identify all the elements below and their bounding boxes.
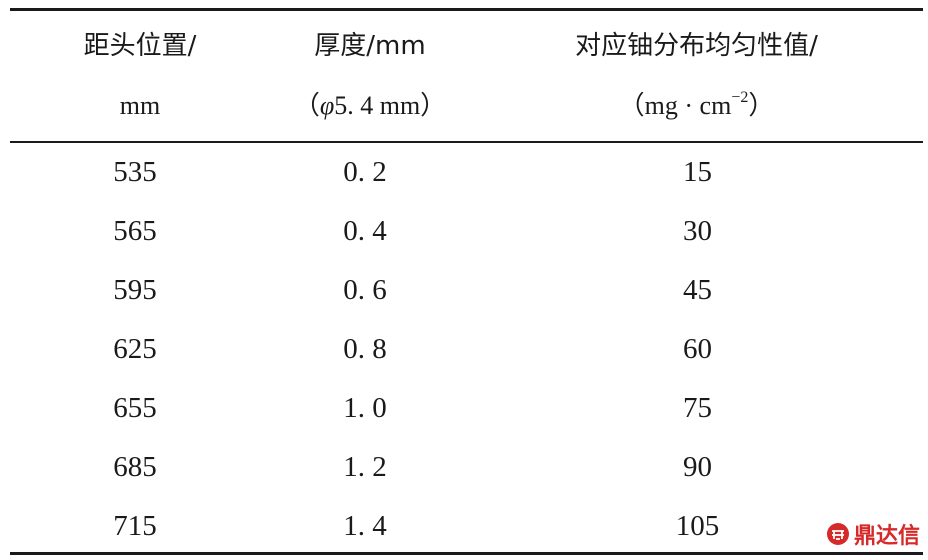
- cell-position: 595: [113, 274, 157, 306]
- cell-uniformity: 75: [683, 392, 712, 424]
- table-row: 565 0. 4 30: [10, 202, 923, 261]
- table-bottom-rule: [10, 552, 923, 555]
- cell-uniformity: 105: [675, 510, 720, 542]
- cell-thickness: 0. 4: [343, 215, 387, 247]
- cell-uniformity: 90: [683, 451, 712, 483]
- cell-position: 715: [113, 510, 157, 542]
- cell-thickness: 0. 6: [343, 274, 387, 306]
- cell-position: 535: [113, 156, 157, 188]
- cell-thickness: 0. 2: [343, 156, 387, 188]
- table-row: 535 0. 2 15: [10, 143, 923, 202]
- cell-uniformity: 60: [683, 333, 712, 365]
- cell-thickness: 1. 2: [343, 451, 387, 483]
- cell-uniformity: 45: [683, 274, 712, 306]
- cell-position: 655: [113, 392, 157, 424]
- header-uniformity-exponent: −2: [731, 89, 749, 106]
- header-position-line2: mm: [119, 91, 161, 120]
- cell-position: 565: [113, 215, 157, 247]
- table-header-rule: [10, 141, 923, 143]
- table-body: 535 0. 2 15 565 0. 4 30 595 0. 6 45 625 0. 8 60 655 1…: [10, 143, 923, 556]
- cell-uniformity: 15: [683, 156, 712, 188]
- cell-uniformity: 30: [683, 215, 712, 247]
- table-row: 595 0. 6 45: [10, 261, 923, 320]
- header-uniformity-line1: 对应铀分布均匀性值/: [575, 31, 818, 61]
- header-uniformity-line2: （mg · cm−2）: [470, 88, 923, 124]
- header-thickness-close-paren: ）: [420, 91, 447, 120]
- cell-thickness: 1. 0: [343, 392, 387, 424]
- header-thickness-phi-symbol: φ: [319, 91, 335, 120]
- header-position: 距头位置/ mm: [10, 8, 270, 141]
- cell-thickness: 0. 8: [343, 333, 387, 365]
- watermark-text: 鼎达信: [853, 524, 920, 549]
- header-thickness-open-paren: （: [293, 91, 320, 120]
- table-top-rule: [10, 8, 923, 11]
- header-position-line1: 距头位置/: [83, 31, 197, 61]
- header-uniformity: 对应铀分布均匀性值/ （mg · cm−2）: [470, 8, 923, 141]
- header-uniformity-unit: （mg · cm: [618, 91, 732, 120]
- header-thickness-line1: 厚度/mm: [314, 31, 426, 61]
- table-row: 625 0. 8 60: [10, 320, 923, 379]
- cell-thickness: 1. 4: [343, 510, 387, 542]
- table-row: 655 1. 0 75: [10, 379, 923, 438]
- cell-position: 685: [113, 451, 157, 483]
- header-uniformity-close-paren: ）: [748, 91, 775, 120]
- table-row: 715 1. 4 105: [10, 497, 923, 556]
- header-thickness-line2: （φ5. 4 mm）: [270, 88, 470, 124]
- dingdaxin-logo-icon: [826, 523, 849, 545]
- header-thickness-diameter: 5. 4 mm: [334, 91, 421, 120]
- watermark: 鼎达信: [826, 518, 920, 550]
- header-thickness: 厚度/mm （φ5. 4 mm）: [270, 8, 470, 141]
- data-table: 距头位置/ mm 厚度/mm （φ5. 4 mm） 对应铀分布均匀性值/ （mg…: [10, 8, 923, 556]
- table-row: 685 1. 2 90: [10, 438, 923, 497]
- cell-position: 625: [113, 333, 157, 365]
